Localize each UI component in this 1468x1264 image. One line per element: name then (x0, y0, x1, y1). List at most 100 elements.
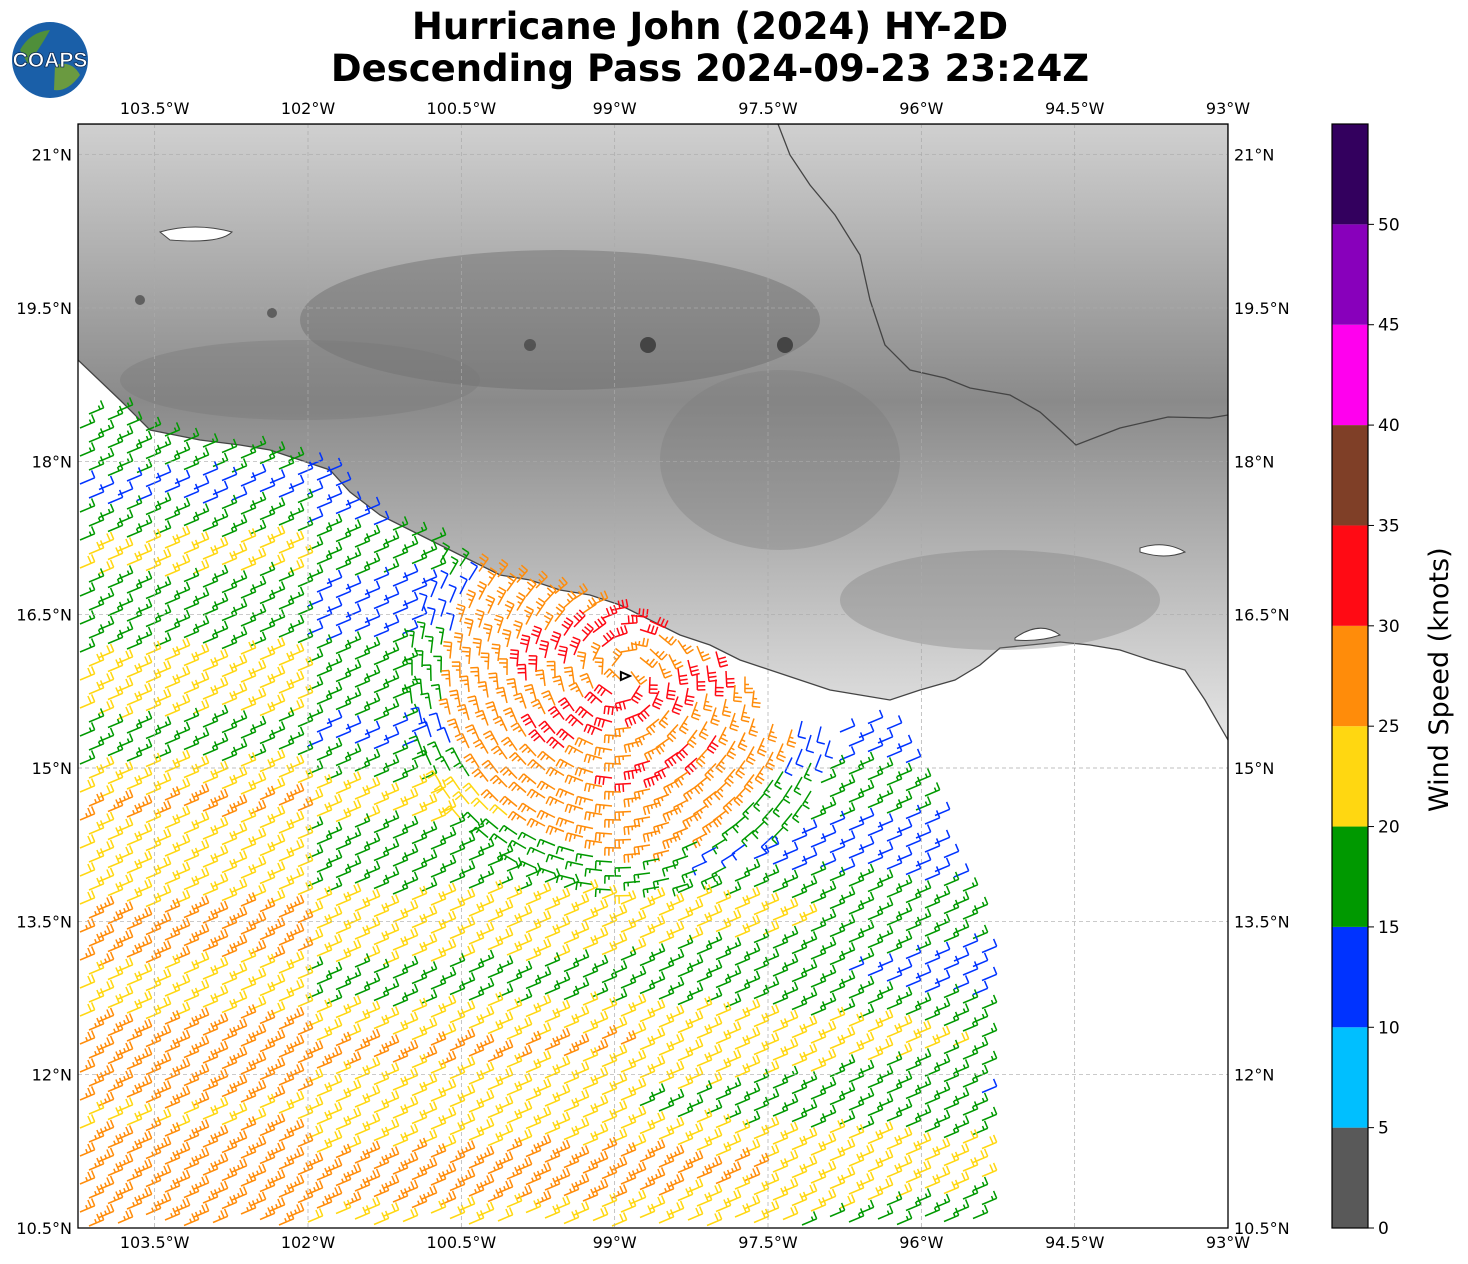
wind-barb (373, 1210, 390, 1226)
wind-barb (202, 601, 219, 616)
wind-barb (639, 1091, 656, 1107)
wind-barb (421, 1157, 438, 1172)
wind-barb (316, 1026, 333, 1041)
wind-barb (364, 636, 381, 652)
wind-barb (259, 477, 276, 493)
wind-barb (117, 1125, 134, 1140)
wind-barb (506, 1081, 523, 1096)
wind-barb (212, 648, 229, 664)
wind-barb (523, 683, 537, 701)
wind-barb (307, 648, 324, 663)
wind-barb (98, 503, 115, 519)
wind-barb (259, 897, 276, 913)
wind-barb (278, 1127, 295, 1142)
wind-barb (288, 698, 305, 714)
wind-barb (231, 962, 248, 977)
wind-barb (402, 899, 419, 915)
wind-barb (212, 1012, 229, 1028)
wind-barb (240, 696, 257, 711)
wind-barb (364, 580, 381, 596)
wind-barb (953, 863, 970, 878)
wind-barb (335, 583, 352, 599)
wind-barb (488, 833, 508, 844)
wind-barb (696, 673, 706, 691)
wind-barb (193, 1119, 210, 1134)
wind-barb (564, 744, 584, 755)
wind-barb (335, 1031, 352, 1047)
wind-barb (117, 901, 134, 916)
wind-barb (623, 824, 641, 836)
wind-barb (117, 425, 134, 440)
wind-barb (687, 1066, 704, 1081)
colorbar-tick-label: 10 (1378, 1018, 1400, 1038)
wind-barb (651, 690, 664, 710)
wind-barb (345, 547, 362, 562)
wind-barb (212, 928, 229, 944)
wind-barb (383, 1090, 400, 1105)
wind-barb (456, 703, 470, 721)
wind-barb (981, 994, 998, 1010)
wind-barb (364, 552, 381, 568)
wind-barb (744, 886, 761, 902)
wind-barb (563, 901, 580, 917)
wind-barb (297, 1076, 314, 1092)
wind-barb (668, 1032, 685, 1048)
wind-barb (772, 799, 784, 818)
wind-barb (563, 873, 580, 889)
wind-barb (278, 1155, 295, 1170)
wind-barb (202, 853, 219, 868)
wind-barb (259, 449, 276, 465)
wind-barb (666, 723, 679, 743)
wind-barb (354, 645, 371, 660)
wind-barb (98, 923, 115, 939)
wind-barb (686, 729, 698, 749)
wind-barb (829, 866, 846, 882)
wind-barb (107, 825, 124, 841)
wind-barb (183, 455, 200, 471)
wind-barb (155, 1052, 172, 1067)
wind-barb (174, 1169, 191, 1185)
wind-barb (411, 1053, 428, 1069)
wind-barb (584, 839, 603, 849)
wind-barb (584, 867, 603, 877)
wind-barb (335, 639, 352, 655)
wind-barb (681, 841, 698, 857)
wind-barb (269, 889, 286, 904)
wind-barb (594, 657, 604, 675)
wind-barb (793, 776, 803, 796)
wind-barb (506, 1193, 523, 1208)
wind-barb (563, 666, 575, 684)
wind-barb (193, 475, 210, 490)
lon-tick-label-bottom: 102°W (281, 1233, 336, 1252)
wind-barb (582, 1047, 599, 1062)
wind-barb (573, 1117, 590, 1132)
wind-barb (250, 967, 267, 983)
wind-barb (810, 1141, 827, 1156)
wind-barb (174, 889, 191, 905)
wind-barb (155, 1024, 172, 1039)
wind-barb (174, 777, 191, 793)
wind-barb (183, 763, 200, 779)
wind-barb (79, 414, 96, 429)
wind-barb (259, 1177, 276, 1193)
wind-barb (421, 1129, 438, 1144)
wind-barb (774, 771, 784, 790)
wind-barb (544, 1176, 561, 1191)
wind-barb (145, 500, 162, 516)
wind-barb (497, 1095, 514, 1110)
wind-barb (373, 958, 390, 974)
wind-barb (934, 969, 951, 985)
wind-barb (183, 567, 200, 583)
wind-barb (574, 766, 594, 777)
wind-barb (604, 818, 622, 828)
wind-barb (126, 1027, 143, 1042)
wind-barb (259, 785, 276, 801)
wind-barb (468, 986, 485, 1001)
wind-barb (155, 856, 172, 871)
wind-barb (297, 768, 314, 784)
wind-barb (772, 850, 789, 865)
wind-barb (673, 799, 689, 815)
wind-barb (164, 562, 181, 577)
wind-barb (354, 1149, 371, 1164)
wind-barb (98, 1203, 115, 1219)
